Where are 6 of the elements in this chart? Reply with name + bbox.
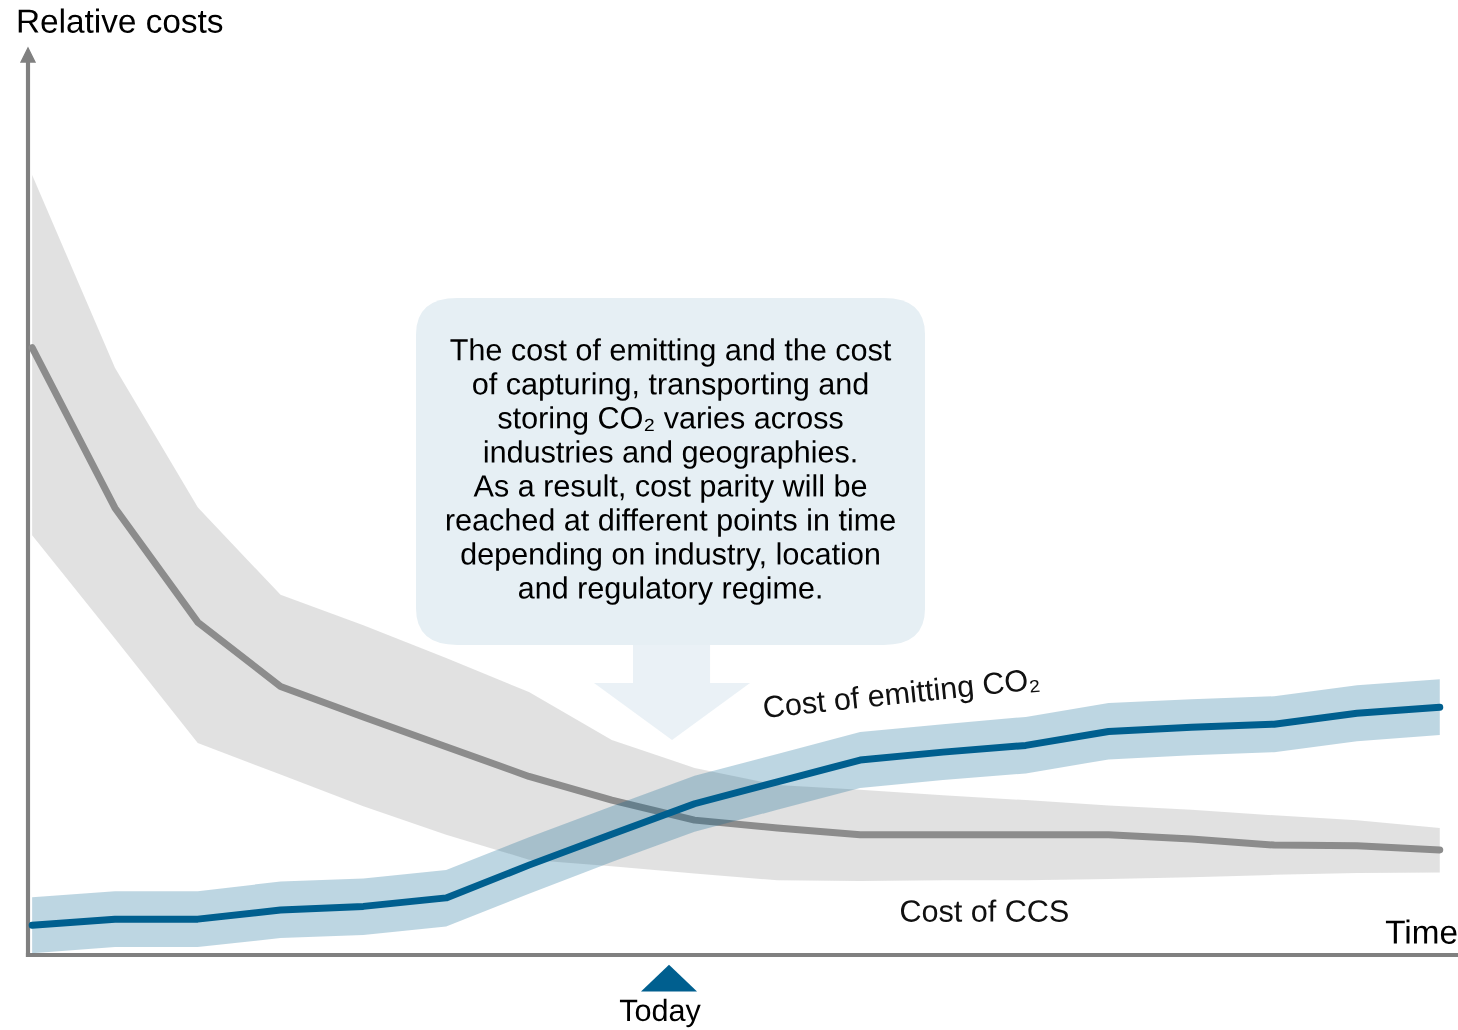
text: Today [619, 998, 701, 1028]
annotation: The cost of emitting and the cost of capturing, transporting and storing CO₂ varies across industries and geographies. As a result, cost parity will be reached at different points in time depending on industry, location and regulatory regime. [446, 338, 895, 605]
text: Cost of CCS [901, 899, 1068, 922]
text: Relative costs [18, 8, 223, 33]
text: Cost of emitting CO₂ [763, 667, 1041, 725]
x-axis-title: Time [1385, 919, 1457, 944]
